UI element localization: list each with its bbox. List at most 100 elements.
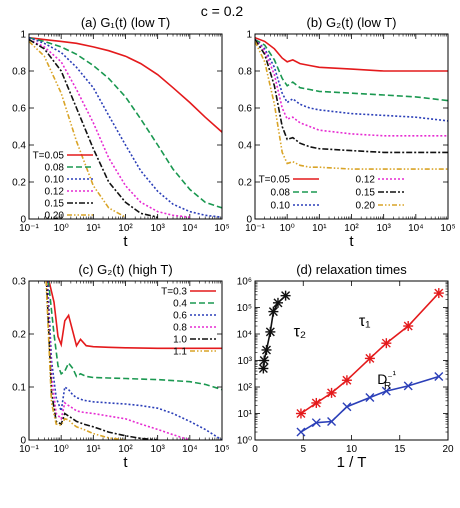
series-line (255, 36, 448, 72)
legend-label: 0.20 (356, 201, 376, 212)
data-point (341, 375, 352, 386)
data-point (434, 371, 444, 381)
x-tick-label: 20 (442, 444, 454, 455)
panel-c: (c) G₂(t) (high T) 10⁻¹ 10⁰ 10¹ 10² 10³ 10⁴ 10⁵… (12, 262, 230, 471)
series-line (300, 375, 440, 433)
series-line (300, 292, 440, 415)
series-line (255, 38, 448, 102)
x-tick-label: 15 (394, 444, 406, 455)
legend-label: 0.8 (173, 323, 187, 334)
panel-d-title: (d) relaxation times (296, 262, 407, 277)
series-line (255, 39, 448, 122)
data-point (433, 288, 444, 299)
x-tick-label: 10³ (150, 444, 165, 455)
y-tick-label: 0.8 (12, 67, 26, 78)
x-tick-label: 10⁴ (182, 223, 197, 234)
x-tick-label: 10⁰ (54, 223, 69, 234)
x-tick-label: 10 (346, 444, 358, 455)
y-tick-label: 0.3 (12, 277, 26, 288)
data-point (365, 393, 375, 403)
y-tick-label: 0.1 (12, 383, 26, 394)
x-tick-label: 10² (118, 444, 133, 455)
plot-frame (254, 280, 449, 441)
y-tick-label: 0.4 (238, 141, 252, 152)
legend-label: 0.12 (45, 187, 65, 198)
y-tick-label: 0.2 (238, 178, 252, 189)
legend-label: 0.12 (356, 175, 376, 186)
panel-a-title: (a) G₁(t) (low T) (81, 15, 170, 30)
series-group (258, 288, 444, 437)
legend-label: 1.1 (173, 347, 187, 358)
y-tick-label: 1 (246, 30, 252, 41)
plot-frame (28, 280, 223, 441)
figure-title: c = 0.2 (201, 3, 244, 19)
x-tick-label: 10¹ (86, 223, 101, 234)
x-tick-label: 10⁵ (440, 223, 455, 234)
series-line (48, 281, 222, 350)
plot-frame (28, 33, 223, 220)
series-group (45, 281, 222, 440)
data-point (403, 321, 414, 332)
y-tick-label: 10³ (238, 356, 253, 367)
data-point (364, 353, 375, 364)
legend: T=0.050.080.100.120.150.20 (259, 175, 404, 212)
x-tick-label: 0 (252, 444, 258, 455)
series-line (29, 36, 222, 209)
y-tick-label: 10⁵ (237, 303, 252, 314)
tau1-label: τ₁ (359, 313, 371, 330)
panel-d: (d) relaxation times 0 5 10 15 20 10⁰ 10¹ 10² 10³… (237, 262, 454, 471)
series-line (29, 40, 126, 218)
x-tick-label: 10⁰ (54, 444, 69, 455)
x-tick-label: 10⁻¹ (19, 444, 39, 455)
series-line (29, 36, 222, 218)
x-tick-label: 10¹ (86, 444, 101, 455)
y-tick-label: 10¹ (238, 409, 253, 420)
legend-label: 0.6 (173, 311, 187, 322)
x-tick-label: 10⁰ (280, 223, 295, 234)
legend: T=0.050.080.100.120.150.20 (33, 151, 93, 222)
x-tick-label: 10⁴ (408, 223, 423, 234)
data-point (272, 297, 283, 308)
data-point (258, 363, 269, 374)
y-tick-label: 0.6 (238, 104, 252, 115)
data-point (342, 402, 352, 412)
data-point (265, 326, 276, 337)
x-tick-label: 10⁵ (214, 444, 229, 455)
legend-label: T=0.05 (259, 175, 291, 186)
series-line (45, 281, 158, 440)
series-line (255, 39, 448, 154)
legend-label: 0.15 (45, 199, 65, 210)
data-point (259, 355, 270, 366)
data-point (381, 338, 392, 349)
data-point (403, 381, 413, 391)
y-tick-label: 0.6 (12, 104, 26, 115)
plot-frame (254, 33, 449, 220)
panel-b: (b) G₂(t) (low T) 10⁻¹ 10⁰ 10¹ 10² 10³ 10⁴ 10⁵ 0… (238, 15, 456, 250)
y-tick-label: 1 (20, 30, 26, 41)
legend-label: 0.08 (45, 163, 65, 174)
legend-label: 0.4 (173, 299, 187, 310)
series-line (255, 39, 448, 137)
y-tick-label: 0 (20, 215, 26, 226)
data-point (280, 290, 291, 301)
x-tick-label: 10⁵ (214, 223, 229, 234)
y-tick-label: 10⁴ (237, 330, 252, 341)
series-group (29, 36, 222, 218)
data-point (326, 387, 337, 398)
series-line (45, 281, 126, 440)
legend-label: T=0.05 (33, 151, 65, 162)
legend-label: 0.10 (271, 201, 291, 212)
data-point (296, 427, 306, 437)
data-point (268, 306, 279, 317)
legend-label: 1.0 (173, 335, 187, 346)
panel-a: (a) G₁(t) (low T) 10⁻¹ 10⁰ 10¹ 10² 10³ 10⁴ 10⁵ 0… (12, 15, 230, 250)
series-line (47, 281, 222, 391)
legend: T=0.30.40.60.81.01.1 (161, 287, 216, 358)
x-axis-label: 1 / T (337, 454, 367, 471)
legend-label: 0.15 (356, 188, 376, 199)
tau2-label: τ₂ (294, 324, 307, 341)
legend-label: 0.10 (45, 175, 65, 186)
x-tick-label: 10⁻¹ (19, 223, 39, 234)
series-line (46, 281, 222, 440)
